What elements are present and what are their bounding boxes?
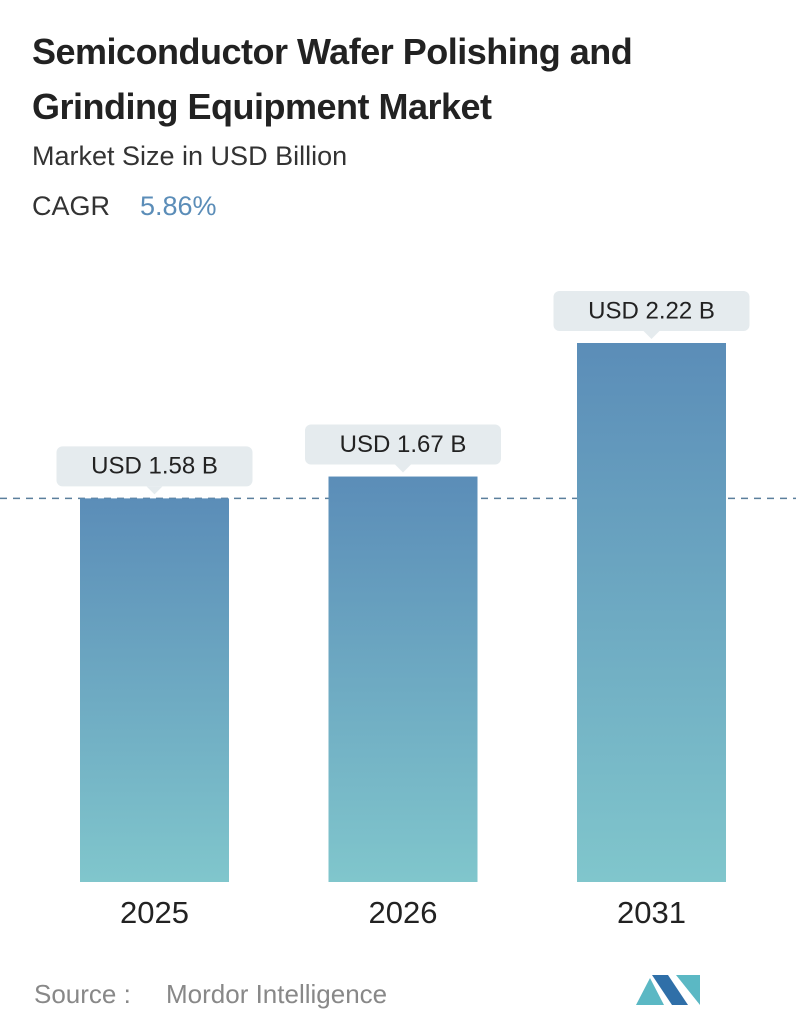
label-box (305, 424, 501, 465)
label-pointer (146, 486, 163, 495)
bar (328, 476, 478, 882)
bar (577, 343, 726, 882)
bar (80, 498, 229, 882)
value-label: USD 2.22 B (588, 297, 715, 324)
label-pointer (395, 464, 411, 473)
subtitle: Market Size in USD Billion (32, 141, 347, 171)
x-tick-label: 2031 (617, 895, 686, 930)
source: Mordor Intelligence (166, 979, 387, 1009)
label-box (56, 446, 253, 487)
chart-title: Semiconductor Wafer Polishing and Grindi… (32, 31, 633, 127)
source-label: Source : (34, 979, 131, 1009)
label-pointer (643, 331, 660, 339)
logo (636, 975, 700, 1005)
label-box (553, 291, 750, 331)
x-tick-label: 2025 (120, 895, 189, 930)
cagr-value: 5.86% (140, 191, 217, 221)
value-label: USD 1.58 B (91, 453, 218, 480)
cagr-label: CAGR (32, 191, 110, 221)
x-tick-label: 2026 (369, 895, 438, 930)
value-label: USD 1.67 B (340, 431, 467, 458)
